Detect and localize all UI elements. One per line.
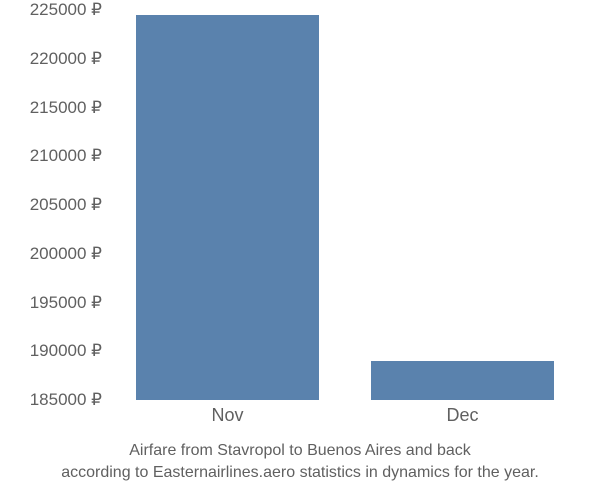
x-tick-label: Dec bbox=[446, 405, 478, 426]
y-tick-label: 215000 ₽ bbox=[30, 98, 102, 118]
plot-area bbox=[110, 10, 580, 400]
bar bbox=[371, 361, 554, 400]
y-tick-label: 185000 ₽ bbox=[30, 390, 102, 410]
airfare-bar-chart: 185000 ₽ 190000 ₽ 195000 ₽ 200000 ₽ 205000 ₽… bbox=[0, 0, 600, 500]
caption-line-2: according to Easternairlines.aero statis… bbox=[61, 464, 539, 481]
x-axis-labels: Nov Dec bbox=[110, 405, 580, 435]
bar bbox=[136, 15, 319, 400]
chart-caption: Airfare from Stavropol to Buenos Aires a… bbox=[0, 440, 600, 483]
y-tick-label: 190000 ₽ bbox=[30, 341, 102, 361]
y-tick-label: 220000 ₽ bbox=[30, 49, 102, 69]
y-tick-label: 225000 ₽ bbox=[30, 0, 102, 20]
x-tick-label: Nov bbox=[211, 405, 243, 426]
y-tick-label: 210000 ₽ bbox=[30, 146, 102, 166]
caption-line-1: Airfare from Stavropol to Buenos Aires a… bbox=[129, 442, 471, 459]
y-tick-label: 200000 ₽ bbox=[30, 244, 102, 264]
y-tick-label: 195000 ₽ bbox=[30, 293, 102, 313]
y-tick-label: 205000 ₽ bbox=[30, 195, 102, 215]
y-axis-labels: 185000 ₽190000 ₽195000 ₽200000 ₽205000 ₽… bbox=[0, 10, 102, 400]
